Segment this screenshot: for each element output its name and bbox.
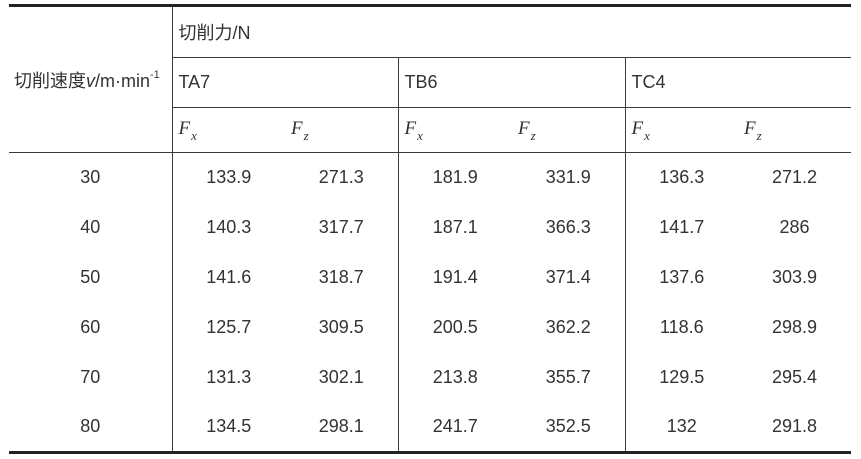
tc4-fx-cell: 137.6 — [659, 267, 705, 287]
force-header-cell: 切削力/N — [172, 5, 852, 58]
tc4-fx-cell: 141.7 — [659, 217, 705, 237]
force-symbol: F — [744, 117, 756, 139]
ta7-fz-cell: 318.7 — [285, 252, 399, 303]
speed-exponent: -1 — [150, 68, 160, 81]
header-row-materials: TA7 TB6 TC4 — [9, 57, 852, 108]
force-subscript-x: x — [644, 128, 650, 144]
tb6-fz-cell: 362.2 — [512, 302, 626, 353]
ta7-fx-cell: 134.5 — [206, 416, 252, 437]
ta7-fz-cell: 317.7 — [285, 202, 399, 253]
tc4-fz-cell: 298.9 — [771, 317, 818, 337]
ta7-fz-cell: 302.1 — [285, 352, 399, 403]
tc4-fz-cell: 291.8 — [771, 416, 818, 437]
tc4-fx-cell: 132 — [666, 416, 697, 437]
table-row: 50 141.6 318.7 191.4 371.4 137.6 303.9 — [9, 252, 851, 303]
ta7-fz-cell: 298.1 — [285, 402, 399, 453]
table-row: 60 125.7 309.5 200.5 362.2 118.6 298.9 — [9, 302, 851, 353]
speed-label-prefix: 切削速度 — [14, 70, 86, 91]
tb6-fx-cell: 187.1 — [432, 217, 478, 237]
cutting-force-table: 切削速度v/m·min-1 切削力/N TA7 TB6 TC4 Fx Fz Fx… — [9, 4, 852, 454]
ta7-fx-cell: 133.9 — [206, 167, 252, 188]
force-subscript-z: z — [756, 128, 762, 144]
tc4-fz-cell: 295.4 — [771, 367, 818, 387]
speed-symbol: v — [86, 70, 95, 91]
force-symbol: F — [178, 117, 191, 139]
ta7-fx-cell: 140.3 — [206, 217, 252, 237]
speed-cell: 30 — [9, 152, 173, 203]
tb6-fz-cell: 352.5 — [512, 402, 626, 453]
ta7-fx-cell: 131.3 — [206, 367, 252, 387]
tb6-fx-cell: 200.5 — [432, 317, 478, 337]
ta7-fx-cell: 125.7 — [206, 317, 252, 337]
table-row: 40 140.3 317.7 187.1 366.3 141.7 286 — [9, 202, 851, 253]
speed-cell: 50 — [9, 252, 173, 303]
fz-header-ta7: Fz — [285, 107, 399, 153]
ta7-fz-cell: 309.5 — [285, 302, 399, 353]
tb6-fx-cell: 181.9 — [432, 167, 478, 188]
force-symbol: F — [404, 117, 417, 139]
fx-header-ta7: Fx — [172, 107, 285, 153]
tc4-fz-cell: 271.2 — [771, 167, 818, 188]
force-subscript-x: x — [417, 128, 423, 144]
tb6-fx-cell: 241.7 — [432, 416, 478, 437]
speed-unit: /m·min — [95, 70, 150, 91]
force-symbol: F — [631, 117, 644, 139]
speed-cell: 40 — [9, 202, 173, 253]
speed-header-cell: 切削速度v/m·min-1 — [9, 5, 173, 153]
tc4-fz-cell: 303.9 — [771, 267, 818, 287]
tc4-fz-cell: 286 — [779, 217, 810, 237]
fx-header-tc4: Fx — [625, 107, 738, 153]
header-row-components: Fx Fz Fx Fz Fx Fz — [9, 107, 852, 153]
tc4-fx-cell: 118.6 — [659, 317, 704, 337]
tb6-fz-cell: 366.3 — [512, 202, 626, 253]
force-subscript-x: x — [191, 128, 197, 144]
table-row: 80 134.5 298.1 241.7 352.5 132 291.8 — [9, 402, 851, 453]
table-row: 30 133.9 271.3 181.9 331.9 136.3 271.2 — [9, 152, 851, 203]
tb6-fz-cell: 371.4 — [512, 252, 626, 303]
material-header-tb6: TB6 — [398, 57, 626, 108]
tc4-fx-cell: 136.3 — [659, 167, 705, 188]
tb6-fz-cell: 331.9 — [512, 152, 626, 203]
material-header-ta7: TA7 — [172, 57, 399, 108]
tb6-fx-cell: 213.8 — [432, 367, 478, 387]
force-symbol: F — [291, 117, 303, 139]
tc4-fx-cell: 129.5 — [659, 367, 705, 387]
tb6-fx-cell: 191.4 — [432, 267, 478, 287]
fz-header-tc4: Fz — [738, 107, 852, 153]
ta7-fx-cell: 141.6 — [206, 267, 252, 287]
material-header-tc4: TC4 — [625, 57, 852, 108]
speed-cell: 60 — [9, 302, 173, 353]
force-symbol: F — [518, 117, 530, 139]
ta7-fz-cell: 271.3 — [285, 152, 399, 203]
force-subscript-z: z — [303, 128, 309, 144]
fz-header-tb6: Fz — [512, 107, 626, 153]
fx-header-tb6: Fx — [398, 107, 512, 153]
speed-cell: 70 — [9, 352, 173, 403]
speed-cell: 80 — [9, 402, 173, 453]
tb6-fz-cell: 355.7 — [512, 352, 626, 403]
table-row: 70 131.3 302.1 213.8 355.7 129.5 295.4 — [9, 352, 851, 403]
force-subscript-z: z — [530, 128, 536, 144]
header-row-force: 切削速度v/m·min-1 切削力/N — [9, 5, 852, 153]
